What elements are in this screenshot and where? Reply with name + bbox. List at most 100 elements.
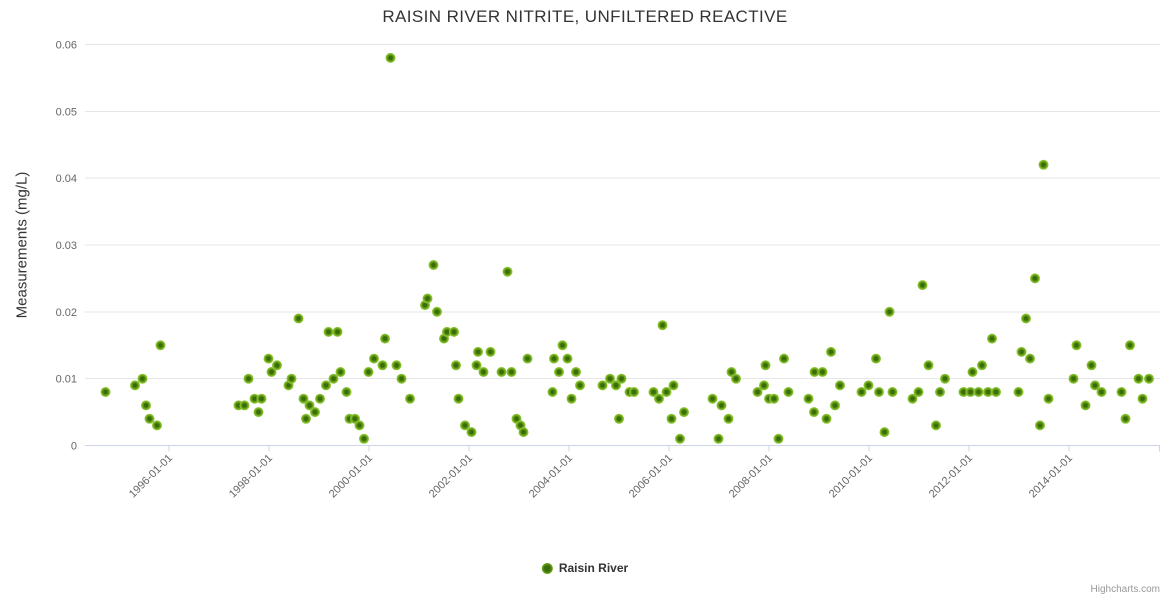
data-point[interactable] bbox=[453, 393, 464, 404]
data-point[interactable] bbox=[405, 393, 415, 404]
data-point[interactable] bbox=[253, 407, 264, 418]
data-point[interactable] bbox=[310, 407, 320, 418]
data-point[interactable] bbox=[973, 387, 984, 397]
data-point[interactable] bbox=[723, 413, 734, 424]
data-point[interactable] bbox=[485, 346, 496, 357]
data-point[interactable] bbox=[675, 433, 685, 444]
data-point[interactable] bbox=[554, 367, 564, 377]
data-point[interactable] bbox=[335, 367, 346, 377]
data-point[interactable] bbox=[931, 420, 941, 431]
data-point[interactable] bbox=[803, 393, 814, 404]
data-point[interactable] bbox=[616, 373, 627, 384]
data-point[interactable] bbox=[752, 387, 763, 397]
data-point[interactable] bbox=[657, 320, 668, 331]
data-point[interactable] bbox=[100, 387, 111, 397]
data-point[interactable] bbox=[967, 367, 978, 377]
data-point[interactable] bbox=[1025, 353, 1035, 364]
data-point[interactable] bbox=[597, 380, 608, 391]
data-point[interactable] bbox=[991, 387, 1001, 397]
data-point[interactable] bbox=[958, 387, 969, 397]
data-point[interactable] bbox=[1038, 159, 1049, 170]
data-point[interactable] bbox=[396, 373, 407, 384]
data-point[interactable] bbox=[502, 266, 513, 277]
data-point[interactable] bbox=[884, 306, 895, 317]
data-point[interactable] bbox=[817, 367, 828, 377]
data-point[interactable] bbox=[759, 380, 769, 391]
data-point[interactable] bbox=[301, 413, 311, 424]
data-point[interactable] bbox=[432, 306, 442, 317]
data-point[interactable] bbox=[809, 407, 819, 418]
data-point[interactable] bbox=[913, 387, 924, 397]
data-point[interactable] bbox=[783, 387, 794, 397]
data-point[interactable] bbox=[1125, 340, 1135, 351]
data-point[interactable] bbox=[1120, 413, 1131, 424]
data-point[interactable] bbox=[293, 313, 304, 324]
data-point[interactable] bbox=[830, 400, 840, 411]
data-point[interactable] bbox=[506, 367, 517, 377]
data-point[interactable] bbox=[716, 400, 727, 411]
data-point[interactable] bbox=[130, 380, 140, 391]
data-point[interactable] bbox=[1137, 393, 1148, 404]
data-point[interactable] bbox=[466, 427, 477, 438]
data-point[interactable] bbox=[923, 360, 934, 371]
data-point[interactable] bbox=[821, 413, 832, 424]
data-point[interactable] bbox=[460, 420, 470, 431]
data-point[interactable] bbox=[571, 367, 581, 377]
data-point[interactable] bbox=[1016, 346, 1027, 357]
data-point[interactable] bbox=[549, 353, 559, 364]
data-point[interactable] bbox=[614, 413, 624, 424]
data-point[interactable] bbox=[547, 387, 558, 397]
data-point[interactable] bbox=[935, 387, 945, 397]
data-point[interactable] bbox=[380, 333, 390, 344]
data-point[interactable] bbox=[940, 373, 950, 384]
data-point[interactable] bbox=[522, 353, 533, 364]
data-point[interactable] bbox=[629, 387, 639, 397]
data-point[interactable] bbox=[304, 400, 315, 411]
data-point[interactable] bbox=[879, 427, 890, 438]
data-point[interactable] bbox=[144, 413, 155, 424]
data-point[interactable] bbox=[1021, 313, 1031, 324]
data-point[interactable] bbox=[871, 353, 881, 364]
data-point[interactable] bbox=[1133, 373, 1144, 384]
data-point[interactable] bbox=[779, 353, 789, 364]
data-point[interactable] bbox=[377, 360, 388, 371]
data-point[interactable] bbox=[315, 393, 325, 404]
data-point[interactable] bbox=[1096, 387, 1107, 397]
data-point[interactable] bbox=[707, 393, 718, 404]
data-point[interactable] bbox=[1013, 387, 1024, 397]
data-point[interactable] bbox=[1068, 373, 1079, 384]
data-point[interactable] bbox=[321, 380, 331, 391]
data-point[interactable] bbox=[1030, 273, 1040, 284]
data-point[interactable] bbox=[341, 387, 352, 397]
data-point[interactable] bbox=[1035, 420, 1045, 431]
data-point[interactable] bbox=[471, 360, 482, 371]
data-point[interactable] bbox=[575, 380, 585, 391]
data-point[interactable] bbox=[155, 340, 166, 351]
data-point[interactable] bbox=[518, 427, 529, 438]
data-point[interactable] bbox=[286, 373, 297, 384]
data-point[interactable] bbox=[1080, 400, 1091, 411]
legend-item-raisin-river[interactable]: Raisin River bbox=[541, 561, 628, 575]
data-point[interactable] bbox=[263, 353, 274, 364]
data-point[interactable] bbox=[256, 393, 267, 404]
data-point[interactable] bbox=[298, 393, 309, 404]
data-point[interactable] bbox=[760, 360, 771, 371]
data-point[interactable] bbox=[835, 380, 845, 391]
data-point[interactable] bbox=[661, 387, 672, 397]
data-point[interactable] bbox=[566, 393, 577, 404]
data-point[interactable] bbox=[605, 373, 615, 384]
data-point[interactable] bbox=[369, 353, 379, 364]
data-point[interactable] bbox=[385, 52, 396, 63]
data-point[interactable] bbox=[769, 393, 779, 404]
data-point[interactable] bbox=[773, 433, 784, 444]
data-point[interactable] bbox=[863, 380, 874, 391]
data-point[interactable] bbox=[679, 407, 689, 418]
data-point[interactable] bbox=[496, 367, 507, 377]
data-point[interactable] bbox=[648, 387, 659, 397]
data-point[interactable] bbox=[1071, 340, 1082, 351]
data-point[interactable] bbox=[1043, 393, 1054, 404]
data-point[interactable] bbox=[983, 387, 993, 397]
data-point[interactable] bbox=[243, 373, 254, 384]
data-point[interactable] bbox=[152, 420, 162, 431]
data-point[interactable] bbox=[451, 360, 461, 371]
